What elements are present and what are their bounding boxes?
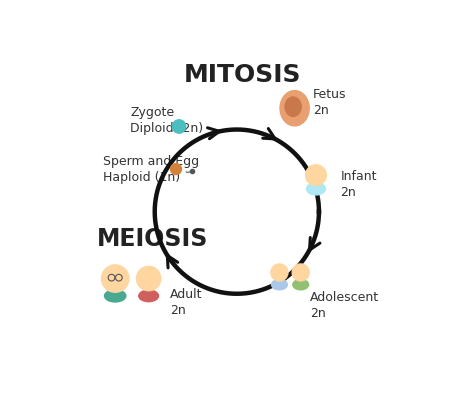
Circle shape bbox=[306, 165, 326, 186]
Text: MITOSIS: MITOSIS bbox=[184, 62, 301, 87]
Ellipse shape bbox=[293, 280, 309, 290]
Ellipse shape bbox=[272, 280, 287, 290]
Circle shape bbox=[101, 265, 129, 292]
Text: Zygote
Diploid (2n): Zygote Diploid (2n) bbox=[130, 106, 203, 135]
Text: Adult
2n: Adult 2n bbox=[170, 288, 202, 318]
Text: MEIOSIS: MEIOSIS bbox=[97, 227, 208, 251]
Text: Fetus
2n: Fetus 2n bbox=[313, 88, 346, 117]
Circle shape bbox=[171, 164, 182, 175]
Ellipse shape bbox=[139, 290, 158, 302]
Text: Sperm and Egg
Haploid (1n): Sperm and Egg Haploid (1n) bbox=[103, 154, 199, 184]
Ellipse shape bbox=[280, 90, 309, 126]
Ellipse shape bbox=[105, 290, 126, 302]
Circle shape bbox=[271, 264, 288, 281]
Circle shape bbox=[137, 266, 161, 291]
Text: Adolescent
2n: Adolescent 2n bbox=[310, 292, 379, 320]
Text: Infant
2n: Infant 2n bbox=[340, 170, 377, 199]
Circle shape bbox=[292, 264, 309, 281]
Ellipse shape bbox=[285, 97, 301, 117]
Ellipse shape bbox=[307, 183, 325, 195]
Circle shape bbox=[173, 120, 186, 133]
